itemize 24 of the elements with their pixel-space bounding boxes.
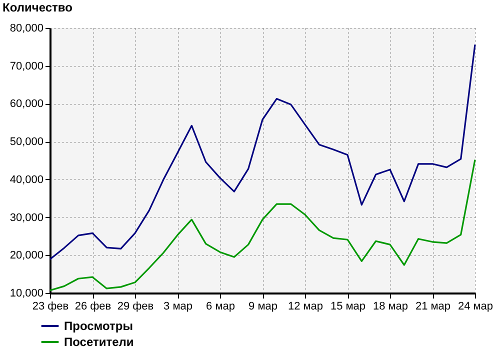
x-tick-label: 18 мар [372, 300, 408, 312]
y-axis-title: Количество [2, 0, 72, 14]
line-series [49, 44, 476, 260]
x-tick-label: 6 мар [206, 300, 235, 312]
legend-label: Просмотры [64, 319, 134, 333]
x-tick-label: 29 фев [117, 300, 154, 312]
legend-label: Посетители [64, 335, 134, 349]
y-tick-label: 50,000 [10, 136, 44, 148]
y-tick-label: 40,000 [10, 174, 44, 186]
x-tick-label: 15 мар [330, 300, 366, 312]
y-tick-label: 30,000 [10, 212, 44, 224]
x-tick-label: 23 фев [32, 300, 69, 312]
y-tick-label: 60,000 [10, 98, 44, 110]
x-tick-label: 24 мар [458, 300, 494, 312]
x-tick-label: 26 фев [74, 300, 112, 312]
line-series [49, 158, 476, 292]
y-tick-label: 80,000 [10, 22, 44, 34]
y-tick-label: 20,000 [10, 250, 44, 262]
x-tick-label: 3 мар [164, 300, 192, 312]
x-tick-label: 12 мар [288, 300, 324, 312]
y-tick-label: 10,000 [10, 288, 44, 300]
y-tick-label: 70,000 [10, 60, 44, 72]
x-tick-label: 9 мар [248, 300, 278, 312]
x-tick-label: 21 мар [415, 300, 451, 312]
